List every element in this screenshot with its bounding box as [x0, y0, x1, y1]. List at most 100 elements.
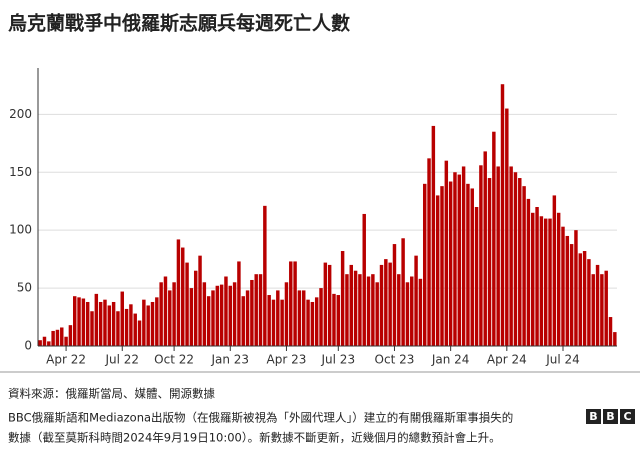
bar [513, 172, 518, 346]
bar [496, 166, 500, 346]
y-tick-label: 100 [9, 223, 32, 237]
bar [535, 207, 539, 346]
bar [176, 239, 181, 346]
bar [107, 305, 112, 346]
bar [595, 264, 600, 346]
bar [470, 188, 474, 346]
bar [163, 276, 168, 346]
bar [245, 290, 250, 346]
bar [392, 244, 397, 346]
bar [150, 301, 155, 346]
y-tick-label: 0 [24, 339, 32, 353]
bar [608, 317, 613, 346]
bar [94, 293, 99, 346]
bar [202, 282, 207, 346]
note-line: BBC俄羅斯語和Mediazona出版物（在俄羅斯被視為「外國代理人」）建立的有… [8, 411, 513, 425]
bar [64, 336, 68, 346]
bar [578, 253, 583, 346]
bar [531, 212, 535, 346]
bar [185, 262, 189, 346]
x-tick-label: Jul 24 [545, 353, 580, 367]
logo-box [603, 409, 618, 424]
bar [133, 313, 137, 346]
bar [345, 274, 349, 346]
bar [582, 251, 587, 346]
bar [172, 282, 176, 346]
logo-letter: B [589, 410, 597, 423]
bar [509, 166, 513, 346]
bar [81, 298, 86, 346]
bar [587, 259, 591, 346]
bar [461, 166, 466, 346]
bar [379, 264, 384, 346]
bar [427, 158, 431, 346]
bar [211, 290, 215, 346]
x-tick-label: Apr 22 [46, 353, 86, 367]
bar [142, 299, 146, 346]
logo-letter: B [606, 410, 614, 423]
bar [556, 212, 561, 346]
bar [55, 329, 60, 346]
bar [487, 178, 492, 346]
x-tick-label: Oct 23 [375, 353, 415, 367]
bar [267, 295, 271, 346]
bar [77, 297, 81, 346]
y-tick-label: 50 [17, 281, 32, 295]
bar [137, 320, 142, 346]
bar [198, 255, 202, 346]
bar [492, 131, 496, 346]
bar [418, 278, 423, 346]
bar [72, 296, 77, 346]
bar [289, 261, 293, 346]
bar [466, 183, 470, 346]
bar [505, 108, 509, 347]
bar [518, 178, 522, 346]
x-tick-label: Jul 22 [104, 353, 139, 367]
bar [38, 340, 42, 346]
bar [103, 299, 107, 346]
bar [362, 213, 366, 346]
bar [241, 296, 245, 346]
bar [129, 304, 133, 346]
bar [453, 172, 457, 346]
bar [51, 330, 55, 346]
bar [522, 186, 526, 346]
bar [60, 327, 64, 346]
bar [414, 255, 418, 346]
bar [124, 308, 129, 346]
bar [353, 270, 358, 346]
bar [349, 264, 353, 346]
bar [539, 216, 544, 346]
bar [271, 299, 276, 346]
bar [548, 218, 552, 346]
y-tick-label: 150 [9, 165, 32, 179]
bar [168, 290, 172, 346]
bar [440, 186, 444, 346]
bar [120, 291, 124, 346]
bar [85, 301, 90, 346]
bar [431, 125, 436, 347]
bar [224, 276, 228, 346]
bar [116, 311, 120, 346]
x-tick-label: Apr 24 [487, 353, 527, 367]
bar [358, 274, 362, 346]
bar [306, 299, 310, 346]
bar [68, 325, 73, 346]
bar [159, 282, 163, 346]
bar [276, 290, 280, 346]
bar [237, 261, 241, 346]
bar [388, 262, 392, 346]
bar [263, 205, 267, 346]
bar [457, 174, 462, 346]
bar [219, 284, 224, 346]
logo-box [586, 409, 601, 424]
bar [574, 230, 578, 346]
bar [181, 247, 185, 346]
bar [47, 341, 51, 346]
bar [232, 282, 237, 346]
bar [340, 251, 345, 346]
bar [323, 262, 328, 346]
bar [526, 198, 531, 346]
logo-letter: C [623, 410, 631, 423]
